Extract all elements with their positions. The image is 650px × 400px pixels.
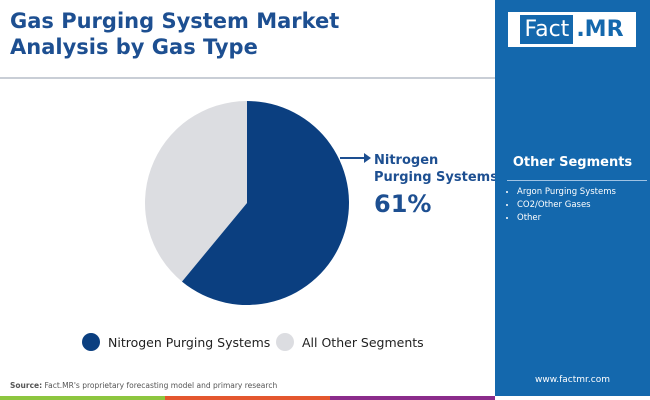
logo-part2: .MR: [576, 17, 624, 42]
annotation-line2: Purging Systems: [374, 170, 498, 185]
divider: [0, 77, 495, 79]
footer-bar-orange: [165, 396, 330, 400]
page-title: Gas Purging System Market Analysis by Ga…: [10, 9, 340, 59]
logo-part1: Fact: [520, 15, 574, 44]
list-item: Argon Purging Systems: [517, 186, 616, 199]
list-item: CO2/Other Gases: [517, 199, 616, 212]
side-panel: Fact.MR Other Segments Argon Purging Sys…: [495, 0, 650, 396]
footer-bar-purple: [330, 396, 495, 400]
legend-swatch: [82, 333, 100, 351]
legend-item-other: All Other Segments: [276, 333, 424, 351]
source-text: Fact.MR's proprietary forecasting model …: [42, 381, 278, 390]
legend-item-nitrogen: Nitrogen Purging Systems: [82, 333, 270, 351]
source-label: Source:: [10, 381, 43, 390]
source-note: Source: Fact.MR's proprietary forecastin…: [10, 381, 277, 390]
other-segments-list: Argon Purging Systems CO2/Other Gases Ot…: [505, 186, 616, 225]
annotation-line1: Nitrogen: [374, 153, 439, 168]
footer-bar-green: [0, 396, 165, 400]
website-link[interactable]: www.factmr.com: [534, 375, 610, 385]
pie-chart: [145, 101, 371, 305]
pie-slice-nitrogen: [181, 101, 349, 305]
list-item: Other: [517, 212, 616, 225]
pie-annotation: Nitrogen Purging Systems 61%: [374, 152, 498, 222]
legend-swatch: [276, 333, 294, 351]
divider: [507, 180, 647, 181]
legend-label: All Other Segments: [302, 334, 424, 350]
legend-label: Nitrogen Purging Systems: [108, 334, 271, 350]
factmr-logo: Fact .MR: [508, 12, 636, 47]
annotation-arrow-head: [364, 153, 371, 163]
pie-slice-other: [145, 101, 247, 282]
other-segments-heading: Other Segments: [512, 155, 633, 170]
annotation-value: 61%: [374, 190, 432, 218]
